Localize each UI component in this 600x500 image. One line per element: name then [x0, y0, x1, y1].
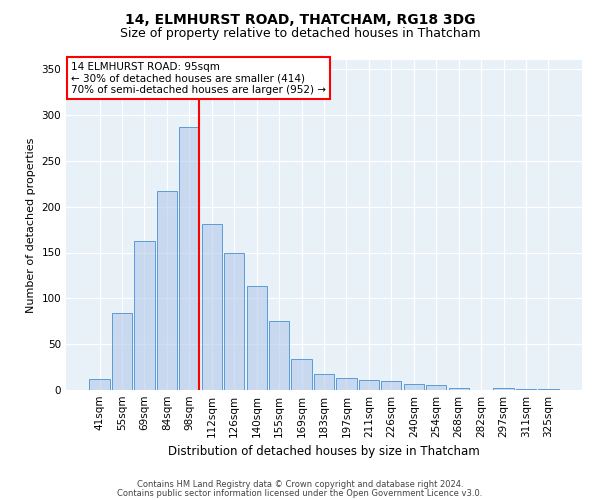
Bar — [538, 389, 559, 390]
Bar — [179, 127, 199, 390]
Bar — [359, 380, 379, 390]
Text: 14 ELMHURST ROAD: 95sqm
← 30% of detached houses are smaller (414)
70% of semi-d: 14 ELMHURST ROAD: 95sqm ← 30% of detache… — [71, 62, 326, 95]
Bar — [337, 378, 356, 390]
Bar — [157, 191, 177, 390]
Text: Contains public sector information licensed under the Open Government Licence v3: Contains public sector information licen… — [118, 488, 482, 498]
Bar — [516, 389, 536, 390]
Bar — [381, 381, 401, 390]
Bar — [404, 384, 424, 390]
Bar — [269, 322, 289, 390]
Text: Contains HM Land Registry data © Crown copyright and database right 2024.: Contains HM Land Registry data © Crown c… — [137, 480, 463, 489]
Bar — [202, 224, 222, 390]
Text: Size of property relative to detached houses in Thatcham: Size of property relative to detached ho… — [119, 28, 481, 40]
Bar — [247, 286, 267, 390]
Bar — [314, 374, 334, 390]
Bar — [89, 379, 110, 390]
Bar — [426, 386, 446, 390]
Bar — [292, 359, 311, 390]
Bar — [112, 313, 132, 390]
Y-axis label: Number of detached properties: Number of detached properties — [26, 138, 36, 312]
Bar — [493, 388, 514, 390]
Bar — [224, 252, 244, 390]
Bar — [449, 388, 469, 390]
Text: 14, ELMHURST ROAD, THATCHAM, RG18 3DG: 14, ELMHURST ROAD, THATCHAM, RG18 3DG — [125, 12, 475, 26]
Bar — [134, 240, 155, 390]
X-axis label: Distribution of detached houses by size in Thatcham: Distribution of detached houses by size … — [168, 446, 480, 458]
